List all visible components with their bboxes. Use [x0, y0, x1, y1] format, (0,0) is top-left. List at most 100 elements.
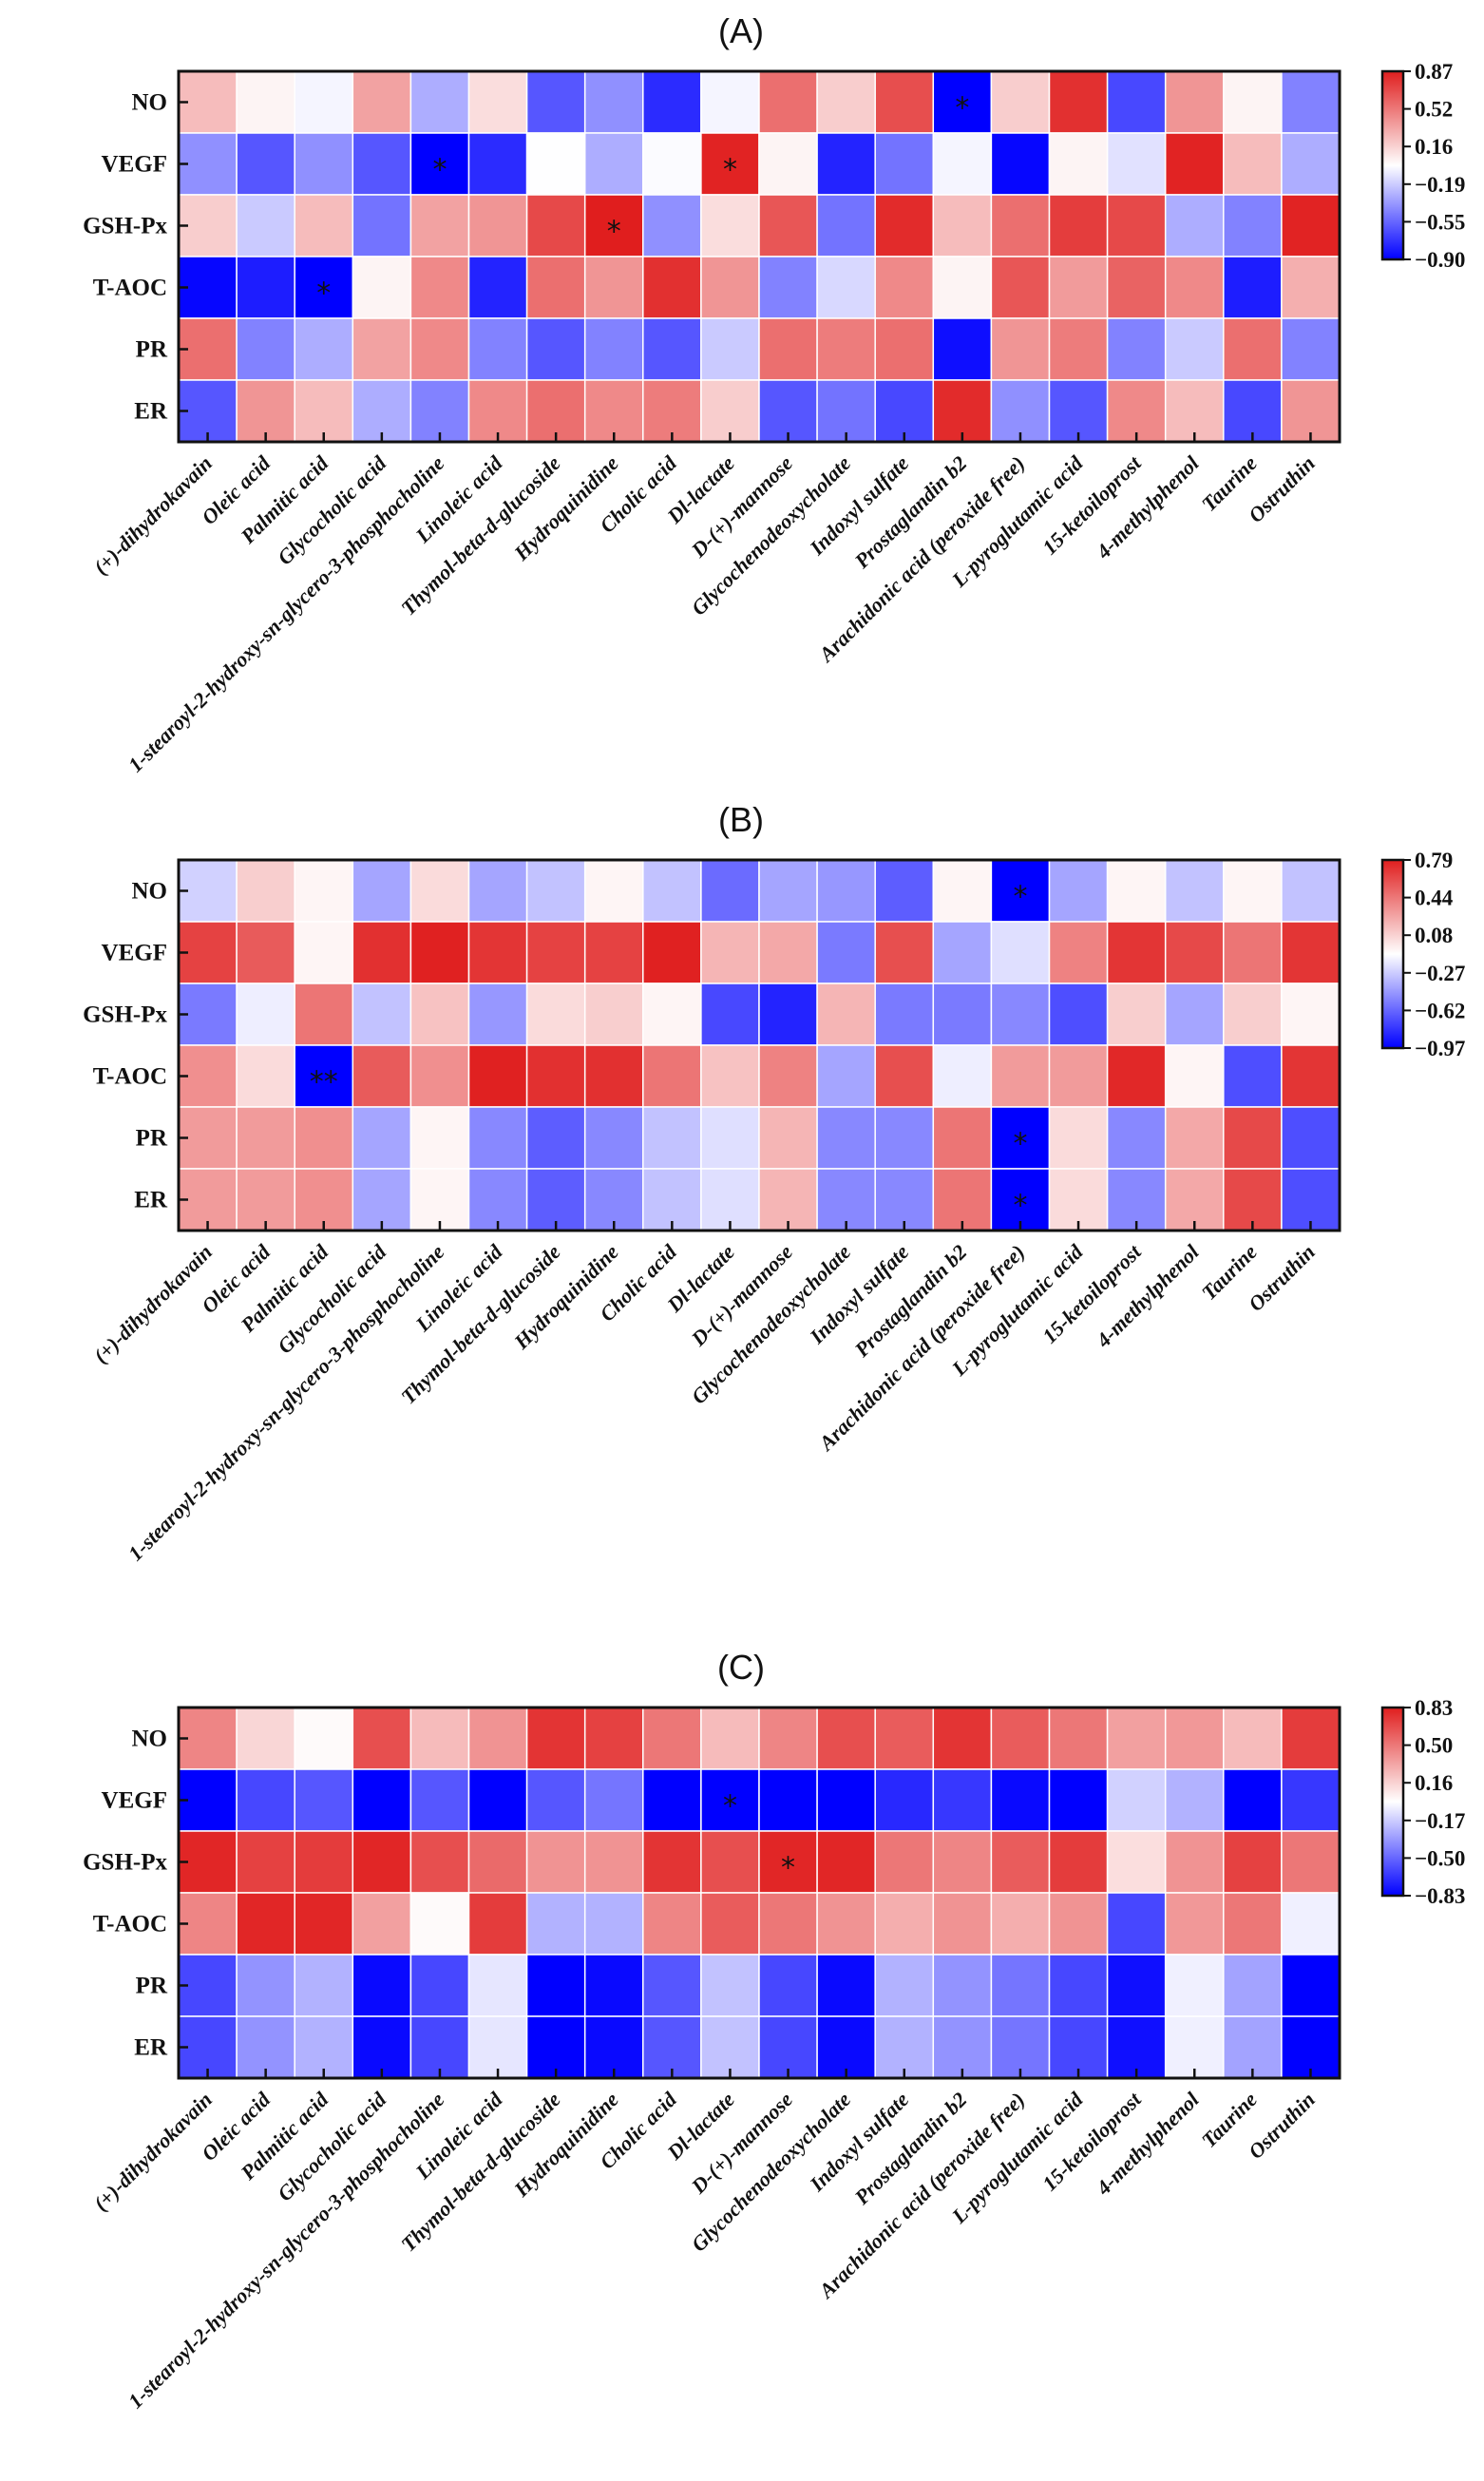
- heatmap-cell: [467, 379, 528, 443]
- heatmap-cell: [1281, 70, 1341, 134]
- heatmap-cell: [874, 317, 935, 381]
- heatmap-cell: [1281, 1768, 1341, 1832]
- heatmap-cell: [816, 1707, 876, 1770]
- heatmap-cell: [1164, 1892, 1225, 1956]
- heatmap-cell: [1048, 983, 1109, 1046]
- heatmap-cell: [236, 1106, 295, 1170]
- heatmap-cell: [700, 317, 760, 381]
- heatmap-cell: [1164, 1830, 1225, 1894]
- heatmap-cell: [758, 256, 818, 319]
- row-label: ER: [134, 1188, 168, 1213]
- heatmap-cell: [525, 1044, 586, 1108]
- heatmap-cell: [642, 1707, 702, 1770]
- heatmap-cell: [1164, 983, 1225, 1046]
- heatmap-cell: [816, 2015, 876, 2079]
- heatmap-cell: [1281, 1707, 1341, 1770]
- heatmap-cell: [352, 1044, 412, 1108]
- heatmap-cell: [874, 1892, 935, 1956]
- heatmap-cell: [1281, 256, 1341, 319]
- heatmap-panel-b: (B) NO VEGF GSH-Px T-AOC PR ER (+)-dihydrokavai…: [83, 800, 1465, 1565]
- heatmap-cell: [990, 256, 1051, 319]
- heatmap-cell: [236, 983, 295, 1046]
- heatmap-cell: [758, 132, 818, 196]
- heatmap-cell: [1048, 859, 1109, 923]
- heatmap-cell: [1048, 921, 1109, 984]
- colorbar-label: −0.27: [1415, 962, 1465, 985]
- heatmap-cell: [1223, 317, 1283, 381]
- heatmap-cell: [1223, 379, 1283, 443]
- heatmap-cell: [352, 70, 412, 134]
- heatmap-cell: [236, 256, 295, 319]
- heatmap-cell: [525, 1707, 586, 1770]
- significance-marker: *: [316, 277, 331, 311]
- heatmap-cell: [1164, 1954, 1225, 2017]
- heatmap-cell: [874, 1707, 935, 1770]
- heatmap-cell: [642, 132, 702, 196]
- heatmap-cell: [1106, 983, 1167, 1046]
- heatmap-cell: [294, 983, 354, 1046]
- heatmap-cell: [178, 317, 238, 381]
- heatmap-cell: [1281, 317, 1341, 381]
- heatmap-cell: [1048, 1707, 1109, 1770]
- heatmap-cell: [990, 1707, 1051, 1770]
- heatmap-cell: [874, 1830, 935, 1894]
- heatmap-cell: [583, 921, 644, 984]
- heatmap-cell: [467, 1892, 528, 1956]
- heatmap-cell: [352, 921, 412, 984]
- heatmap-cell: [700, 256, 760, 319]
- heatmap-cell: [1164, 1168, 1225, 1231]
- heatmap-cell: [467, 1044, 528, 1108]
- heatmap-cell: [467, 317, 528, 381]
- heatmap-cell: [932, 132, 993, 196]
- heatmap-cell: [409, 256, 470, 319]
- heatmap-cell: [1164, 132, 1225, 196]
- heatmap-cell: [874, 1768, 935, 1832]
- heatmap-cell: [816, 70, 876, 134]
- heatmap-cell: [1048, 1044, 1109, 1108]
- heatmap-cell: [642, 1768, 702, 1832]
- heatmap-cell: [1164, 1044, 1225, 1108]
- heatmap-cell: [874, 194, 935, 258]
- heatmap-cell: [1048, 1768, 1109, 1832]
- significance-marker: *: [1013, 881, 1027, 914]
- heatmap-cell: [1281, 194, 1341, 258]
- column-label: Indoxyl sulfate: [805, 2088, 914, 2197]
- colorbar-label: 0.83: [1415, 1696, 1453, 1720]
- heatmap-cell: [294, 132, 354, 196]
- colorbar-label: −0.97: [1415, 1037, 1465, 1060]
- heatmap-cell: [236, 1768, 295, 1832]
- heatmap-cell: [1164, 1106, 1225, 1170]
- heatmap-panel-c: (C) NO VEGF GSH-Px T-AOC PR ER (+)-dihydrokavai…: [83, 1648, 1465, 2413]
- heatmap-cell: [642, 1892, 702, 1956]
- colorbar-label: −0.83: [1415, 1884, 1465, 1908]
- heatmap-cell: [990, 1830, 1051, 1894]
- heatmap-cell: [525, 983, 586, 1046]
- heatmap-cell: [1281, 2015, 1341, 2079]
- heatmap-cell: [1048, 1106, 1109, 1170]
- row-label: PR: [136, 337, 168, 363]
- heatmap-cell: [294, 1707, 354, 1770]
- heatmap-cell: [1106, 1830, 1167, 1894]
- heatmap-cell: [583, 1954, 644, 2017]
- colorbar-label: −0.62: [1415, 999, 1465, 1022]
- heatmap-cell: [583, 132, 644, 196]
- heatmap-cell: [932, 921, 993, 984]
- heatmap-cell: [1281, 921, 1341, 984]
- heatmap-cell: [932, 983, 993, 1046]
- heatmap-cell: [1164, 256, 1225, 319]
- heatmap-cell: [583, 2015, 644, 2079]
- row-label: GSH-Px: [83, 1002, 167, 1028]
- heatmap-cell: [1281, 1892, 1341, 1956]
- heatmap-cell: [1048, 132, 1109, 196]
- heatmap-cell: [1223, 1768, 1283, 1832]
- heatmap-cell: [409, 859, 470, 923]
- heatmap-cell: [758, 1830, 818, 1894]
- heatmap-cell: [467, 2015, 528, 2079]
- heatmap-cell: [352, 1892, 412, 1956]
- row-label: NO: [132, 879, 168, 905]
- heatmap-cell: [1048, 194, 1109, 258]
- heatmap-cell: [1106, 1707, 1167, 1770]
- heatmap-cell: [409, 317, 470, 381]
- heatmap-cell: [990, 1954, 1051, 2017]
- heatmap-cell: [932, 1168, 993, 1231]
